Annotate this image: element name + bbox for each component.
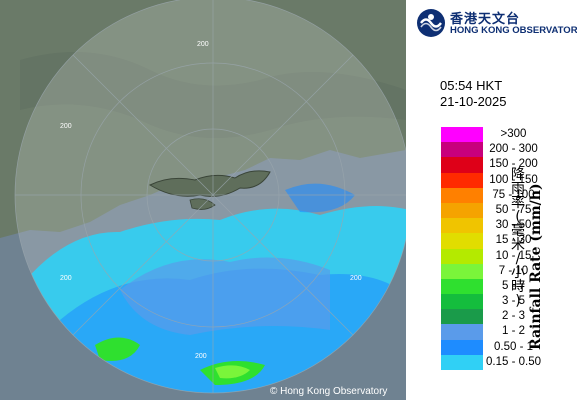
info-panel: 香港天文台 HONG KONG OBSERVATORY 05:54 HKT 21… — [406, 0, 577, 400]
legend-swatch — [441, 127, 483, 143]
legend-label: 50 - 75 — [495, 203, 532, 216]
legend-swatch — [441, 172, 483, 188]
legend-label: 0.15 - 0.50 — [486, 355, 541, 368]
radar-map-svg: 200 200 200 200 200 — [0, 0, 406, 400]
legend-swatch — [441, 278, 483, 295]
legend-row: 3 - 5 — [441, 294, 576, 310]
range-rings — [14, 0, 406, 394]
legend-label: 75 - 100 — [492, 188, 535, 201]
legend-row: 1 - 2 — [441, 324, 576, 340]
legend-swatch — [441, 294, 483, 310]
heavy-rain-core — [215, 365, 250, 379]
legend-row: >300 — [441, 127, 576, 143]
legend-row: 5 - 7 — [441, 278, 576, 295]
legend-row: 0.15 - 0.50 — [441, 354, 576, 370]
legend-swatch — [441, 354, 483, 370]
legend-label: 150 - 200 — [489, 158, 538, 171]
range-label-northwest: 200 — [60, 123, 72, 130]
heavy-rain-cell-1 — [95, 337, 140, 361]
observation-date: 21-10-2025 — [440, 94, 507, 109]
radar-echoes — [15, 183, 406, 393]
legend-row: 10 - 15 — [441, 248, 576, 264]
legend-swatch — [441, 263, 483, 279]
range-label-north: 200 — [197, 41, 209, 48]
legend-label: 30 - 50 — [495, 219, 532, 232]
legend-label: 0.50 - 1 — [494, 340, 533, 353]
legend-label: >300 — [500, 128, 527, 140]
legend-label: 15 - 30 — [495, 234, 532, 247]
unit-label-english: Rainfall Rate (mm/h) — [528, 183, 544, 350]
legend-label: 7 - 10 — [498, 264, 529, 277]
legend-label: 1 - 2 — [501, 325, 525, 338]
legend-label: 5 - 7 — [501, 279, 525, 292]
legend-swatch — [441, 248, 483, 264]
legend-swatch — [441, 157, 483, 173]
legend-label: 10 - 15 — [495, 249, 532, 262]
legend-swatch — [441, 142, 483, 158]
range-label-south: 200 — [195, 353, 207, 360]
hko-logo[interactable]: 香港天文台 HONG KONG OBSERVATORY — [412, 6, 577, 40]
legend-label: 100 - 150 — [489, 173, 538, 186]
unit-label-chinese: 降雨率(毫米 / 小時) — [511, 167, 525, 309]
legend-label: 3 - 5 — [501, 295, 525, 308]
hko-emblem-icon — [417, 9, 445, 37]
legend-label: 2 - 3 — [501, 310, 525, 323]
legend-row: 0.50 - 1 — [441, 339, 576, 355]
observation-time: 05:54 HKT — [440, 78, 503, 93]
legend-swatch — [441, 309, 483, 325]
lantau-island — [189, 198, 216, 210]
legend-swatch — [441, 218, 483, 234]
radar-map[interactable]: 200 200 200 200 200 © Hong Kong Observat… — [0, 0, 406, 400]
moderate-rain-echo — [120, 257, 330, 335]
copyright-notice: © Hong Kong Observatory — [270, 386, 388, 397]
legend-row: 100 - 150 — [441, 172, 576, 188]
legend-row: 15 - 30 — [441, 233, 576, 249]
legend-swatch — [441, 202, 483, 219]
legend-swatch — [441, 324, 483, 340]
org-name-chinese: 香港天文台 — [450, 12, 521, 27]
range-label-southeast: 200 — [350, 275, 362, 282]
legend-row: 75 - 100 — [441, 187, 576, 203]
range-label-southwest: 200 — [60, 275, 72, 282]
legend-row: 7 - 10 — [441, 263, 576, 279]
legend-row: 2 - 3 — [441, 309, 576, 325]
legend-row: 50 - 75 — [441, 202, 576, 219]
legend-swatch — [441, 233, 483, 249]
legend-row: 150 - 200 — [441, 157, 576, 173]
rain-echo-east — [285, 183, 355, 213]
legend-swatch — [441, 187, 483, 203]
rainfall-legend: >300 200 - 300 150 - 200 100 - 150 75 - 100 5… — [441, 127, 576, 370]
legend-row: 30 - 50 — [441, 218, 576, 234]
legend-swatch — [441, 339, 483, 355]
legend-label: 200 - 300 — [489, 143, 538, 156]
legend-row: 200 - 300 — [441, 142, 576, 158]
org-name-english: HONG KONG OBSERVATORY — [450, 25, 577, 36]
